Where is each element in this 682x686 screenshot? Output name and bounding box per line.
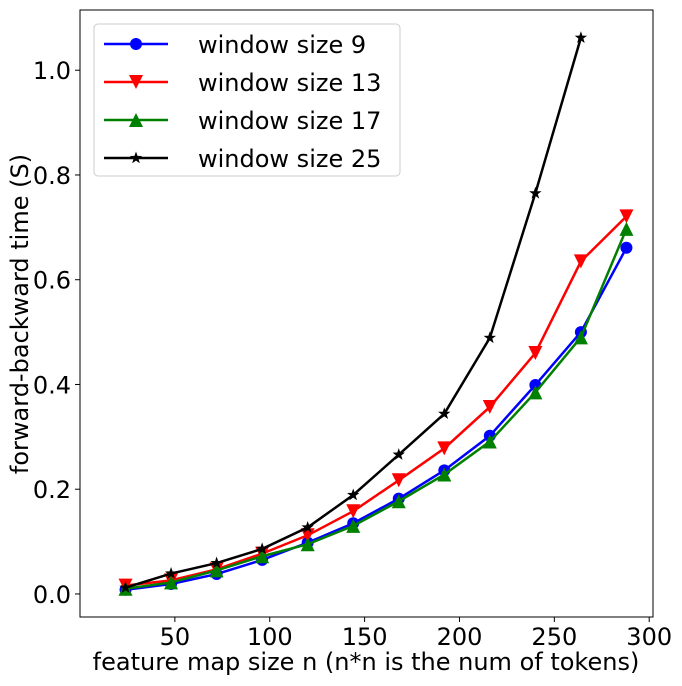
marker [482,434,497,449]
x-tick-label: 100 [247,623,293,651]
marker [164,567,178,579]
series-line [125,215,628,587]
y-tick-label: 0.4 [33,371,71,399]
legend: window size 9 window size 13 window size 1… [93,23,401,177]
marker [619,221,634,236]
x-tick-label: 50 [160,623,191,651]
marker [300,537,315,552]
marker [573,254,588,269]
marker [346,504,361,519]
marker [528,346,543,361]
marker [438,407,451,420]
marker [209,563,224,578]
y-tick-label: 0.2 [33,476,71,504]
marker [130,38,142,50]
marker [574,31,588,44]
marker [346,518,361,533]
marker [620,241,633,254]
marker [164,575,179,590]
marker [129,113,143,127]
legend-label: window size 13 [198,69,381,97]
series-line [125,228,628,590]
marker [255,549,270,564]
y-tick-label: 0.0 [33,581,71,609]
marker [482,399,497,414]
marker [129,75,143,89]
y-tick-label: 0.6 [33,267,71,295]
x-tick-label: 200 [437,623,483,651]
marker [483,331,497,344]
y-tick-label: 1.0 [33,57,71,85]
marker [347,488,360,501]
marker [119,581,132,593]
x-tick-label: 150 [342,623,388,651]
marker [573,330,588,345]
marker [437,467,452,482]
marker [437,441,452,456]
x-tick-label: 250 [531,623,577,651]
y-axis-label: forward-backward time (S) [6,154,34,474]
legend-box [93,23,401,177]
marker [392,448,405,460]
marker [619,209,634,224]
marker [528,385,543,400]
legend-label: window size 9 [198,31,366,59]
plot-frame [79,9,654,618]
marker [391,473,406,488]
series-line [125,247,628,592]
marker [529,186,542,199]
marker [391,494,406,509]
marker [210,556,223,569]
x-axis-label: feature map size n (n*n is the num of to… [93,648,640,676]
marker [129,151,143,164]
legend-label: window size 17 [198,107,381,135]
x-tick-label: 300 [626,623,672,651]
legend-label: window size 25 [198,145,381,173]
marker [301,520,314,533]
y-tick-label: 0.8 [33,162,71,190]
marker [255,542,269,555]
